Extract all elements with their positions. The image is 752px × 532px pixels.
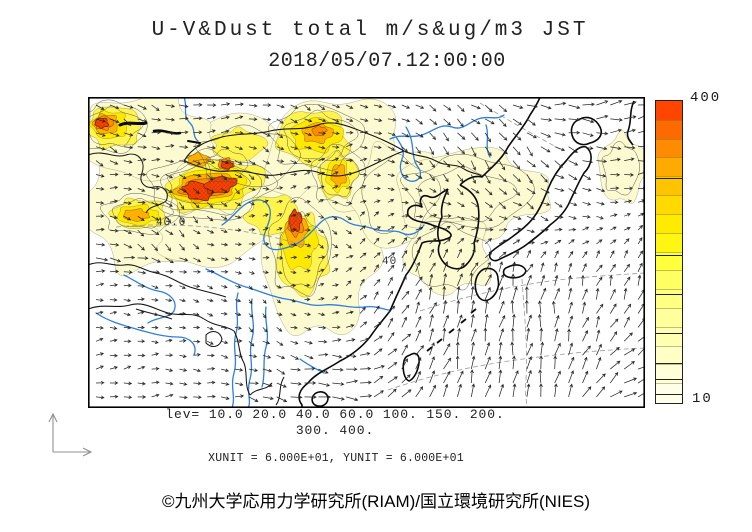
colorbar-segment — [656, 345, 682, 365]
map-canvas: 40.0 40 — [88, 97, 646, 408]
colorbar-segment — [656, 289, 682, 308]
map-frame — [88, 97, 646, 408]
colorbar-segment — [656, 383, 682, 402]
page-title: U-V&Dust total m/s&ug/m3 JST — [151, 19, 589, 42]
colorbar-level-tick — [656, 255, 682, 257]
colorbar-max-label: 400 — [690, 90, 722, 106]
contour-levels-line2: 300. 400. — [295, 423, 375, 438]
colorbar-segment — [656, 157, 682, 177]
colorbar-segment — [656, 251, 682, 271]
colorbar-min-label: 10 — [692, 391, 713, 407]
colorbar-level-tick — [656, 378, 682, 380]
colorbar-level-tick — [656, 363, 682, 365]
contour-levels-line1: lev= 10.0 20.0 40.0 60.0 100. 150. 200. — [165, 407, 505, 422]
colorbar-segment — [656, 326, 682, 346]
colorbar-segment — [656, 176, 682, 196]
colorbar-segment — [656, 119, 682, 139]
colorbar-segment — [656, 138, 682, 158]
colorbar-level-tick — [656, 394, 682, 396]
vector-units-text: XUNIT = 6.000E+01, YUNIT = 6.000E+01 — [208, 452, 464, 465]
colorbar-segment — [656, 232, 682, 252]
colorbar-segment — [656, 101, 682, 120]
colorbar-segment — [656, 307, 682, 327]
wind-vector-field — [95, 100, 644, 403]
colorbar-level-tick — [656, 178, 682, 180]
colorbar-level-tick — [656, 332, 682, 334]
contour-label-40-east: 40 — [382, 256, 397, 268]
colorbar-segment — [656, 195, 682, 214]
colorbar-segment — [656, 213, 682, 233]
colorbar — [655, 100, 683, 404]
contour-label-40-west: 40.0 — [156, 217, 186, 229]
colorbar-segment — [656, 364, 682, 384]
vector-unit-axes-icon — [48, 412, 93, 457]
colorbar-segment — [656, 270, 682, 290]
valid-time: 2018/05/07.12:00:00 — [268, 50, 506, 73]
colorbar-level-tick — [656, 293, 682, 295]
contour-map: 40.0 40 — [88, 97, 646, 408]
credit-line: ©九州大学応用力学研究所(RIAM)/国立環境研究所(NIES) — [161, 492, 591, 511]
